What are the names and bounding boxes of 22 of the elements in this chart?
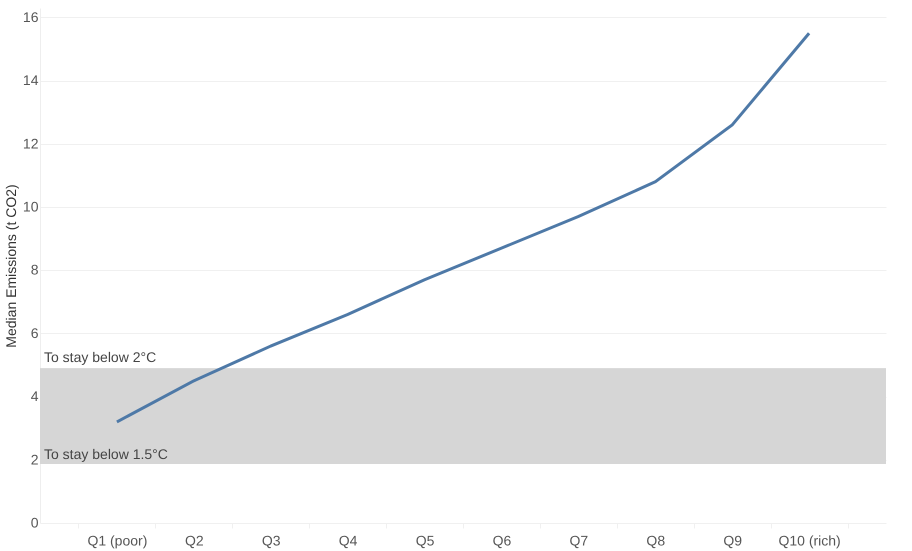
y-tick-label: 4 [30, 388, 39, 404]
x-tick-label: Q9 [723, 532, 742, 548]
y-tick-label: 14 [22, 72, 39, 88]
y-axis-title: Median Emissions (t CO2) [2, 184, 19, 348]
band-label: To stay below 2°C [44, 349, 156, 366]
y-tick-label: 6 [30, 324, 39, 341]
y-tick-label: 12 [22, 135, 39, 152]
x-tick-label: Q10 (rich) [778, 532, 841, 548]
x-tick-label: Q2 [184, 532, 204, 548]
y-tick-label: 10 [22, 198, 39, 215]
x-tick-label: Q5 [416, 532, 435, 548]
x-tick-label: Q6 [492, 532, 512, 548]
x-tick-label: Q8 [646, 532, 666, 548]
y-tick-label: 16 [22, 8, 39, 25]
x-tick-label: Q4 [338, 532, 358, 548]
x-tick-label: Q1 (poor) [87, 532, 148, 548]
y-tick-label: 2 [30, 451, 39, 468]
ref-line-label: To stay below 1.5°C [44, 446, 168, 462]
y-tick-label: 0 [30, 514, 39, 530]
x-tick-label: Q3 [262, 532, 281, 548]
x-tick-label: Q7 [570, 532, 588, 548]
y-tick-label: 8 [30, 262, 39, 278]
